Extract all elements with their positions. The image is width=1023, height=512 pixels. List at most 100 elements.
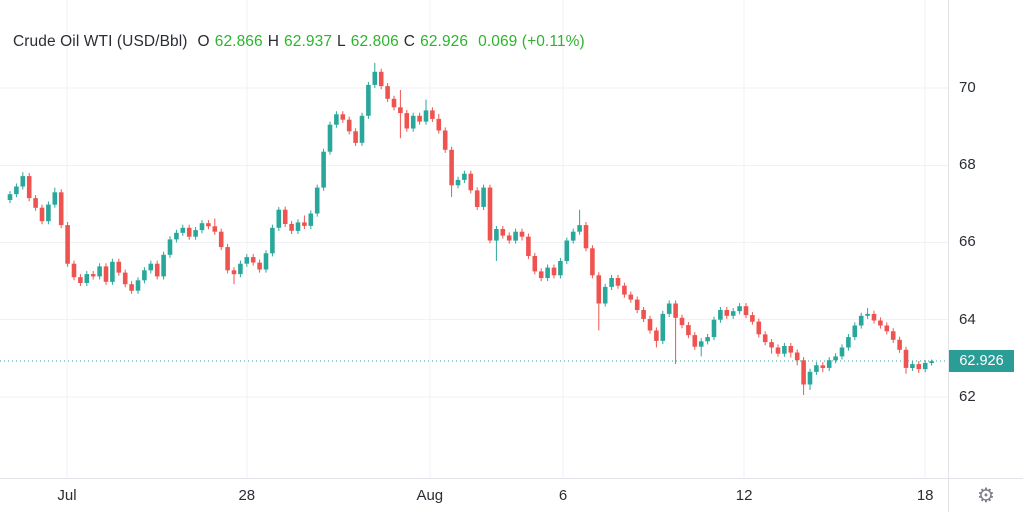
candle-body: [538, 271, 544, 278]
candle: [276, 207, 282, 231]
last-price-badge: 62.926: [949, 350, 1014, 373]
candle: [26, 173, 32, 202]
candle-body: [334, 114, 339, 125]
candle: [391, 95, 397, 111]
candle-body: [359, 115, 365, 143]
candle: [724, 307, 730, 319]
y-tick-label: 66: [959, 233, 976, 251]
symbol-title: Crude Oil WTI (USD/Bbl): [13, 33, 188, 50]
high-value: 62.937: [284, 33, 333, 50]
candle-body: [468, 173, 474, 191]
candle-body: [289, 223, 294, 231]
candle-body: [545, 267, 550, 278]
candle-body: [532, 256, 538, 272]
candle: [730, 308, 736, 319]
candlestick-plot[interactable]: [0, 0, 948, 478]
candle-body: [58, 192, 64, 226]
candle-body: [180, 227, 186, 233]
candle: [410, 112, 416, 132]
candle: [449, 146, 454, 197]
candle-body: [500, 229, 506, 236]
settings-gear-icon[interactable]: ⚙: [977, 484, 995, 507]
open-label: O: [197, 33, 210, 50]
candle: [494, 225, 499, 261]
candle: [366, 81, 371, 119]
candle-body: [910, 364, 915, 368]
candle: [577, 209, 582, 235]
candle-body: [807, 371, 813, 385]
candle-body: [308, 213, 314, 226]
candle-body: [596, 275, 602, 304]
candle: [551, 264, 557, 279]
candle-body: [84, 274, 90, 283]
candle-body: [90, 274, 96, 277]
candle: [14, 183, 19, 198]
candle-body: [762, 334, 768, 343]
candle-body: [353, 131, 358, 143]
candle: [647, 315, 653, 334]
candle-body: [564, 240, 570, 261]
candle-body: [750, 315, 755, 322]
time-axis[interactable]: ⚙ Jul 28 Aug 6 12 18: [0, 478, 1023, 512]
candle-body: [654, 330, 659, 341]
candle-body: [506, 235, 512, 241]
candle-body: [206, 223, 211, 227]
candle: [615, 274, 621, 289]
candle-body: [615, 278, 621, 286]
candle-body: [20, 176, 26, 187]
low-value: 62.806: [350, 33, 399, 50]
candle: [526, 233, 531, 260]
candle-body: [33, 198, 38, 208]
candle: [250, 254, 256, 266]
candle-body: [167, 239, 173, 255]
candle-body: [782, 346, 787, 354]
candle-body: [270, 227, 275, 254]
change-value: 0.069 (+0.11%): [478, 33, 585, 50]
candle-body: [161, 254, 166, 277]
candle-body: [417, 115, 422, 122]
candle: [897, 336, 902, 353]
candle: [743, 303, 749, 319]
candle: [212, 218, 218, 235]
candle-body: [295, 222, 301, 231]
candle: [596, 272, 602, 331]
candle: [513, 228, 518, 244]
candle-body: [583, 225, 589, 249]
candle: [474, 187, 480, 210]
candle-body: [526, 236, 531, 256]
candle: [302, 215, 307, 229]
candle-body: [865, 313, 870, 316]
candle: [481, 184, 486, 210]
candle-body: [922, 362, 928, 370]
candle-body: [794, 352, 800, 361]
candle: [378, 68, 384, 90]
candle-body: [231, 270, 237, 275]
candle: [116, 258, 122, 276]
candle: [135, 277, 141, 294]
candle: [110, 258, 115, 285]
price-axis[interactable]: 62.926 70 68 66 64 62: [948, 0, 1023, 478]
candle: [852, 322, 858, 341]
candle-body: [737, 306, 742, 312]
candle: [929, 359, 934, 366]
candle-body: [775, 347, 781, 354]
candle: [308, 210, 314, 229]
x-tick-label: 6: [558, 487, 568, 504]
candle: [705, 334, 710, 345]
candle: [865, 308, 870, 319]
candle: [846, 334, 851, 351]
candle: [218, 228, 224, 251]
chart-legend: Crude Oil WTI (USD/Bbl) O 62.866 H 62.937 L 62…: [13, 33, 585, 51]
candle-body: [46, 204, 51, 222]
candle: [97, 263, 102, 280]
high-label: H: [267, 33, 280, 50]
candle-body: [897, 339, 902, 350]
candle-body: [26, 176, 32, 199]
candle: [78, 274, 83, 287]
candle-body: [852, 325, 858, 338]
candle: [673, 300, 678, 365]
candle: [161, 251, 166, 280]
candle-body: [673, 303, 678, 318]
candle-body: [218, 231, 224, 248]
candle-body: [698, 341, 704, 347]
